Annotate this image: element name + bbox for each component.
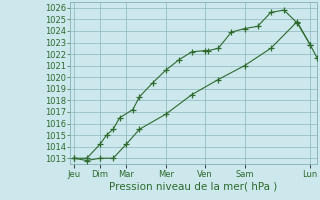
X-axis label: Pression niveau de la mer( hPa ): Pression niveau de la mer( hPa ) xyxy=(109,181,278,191)
